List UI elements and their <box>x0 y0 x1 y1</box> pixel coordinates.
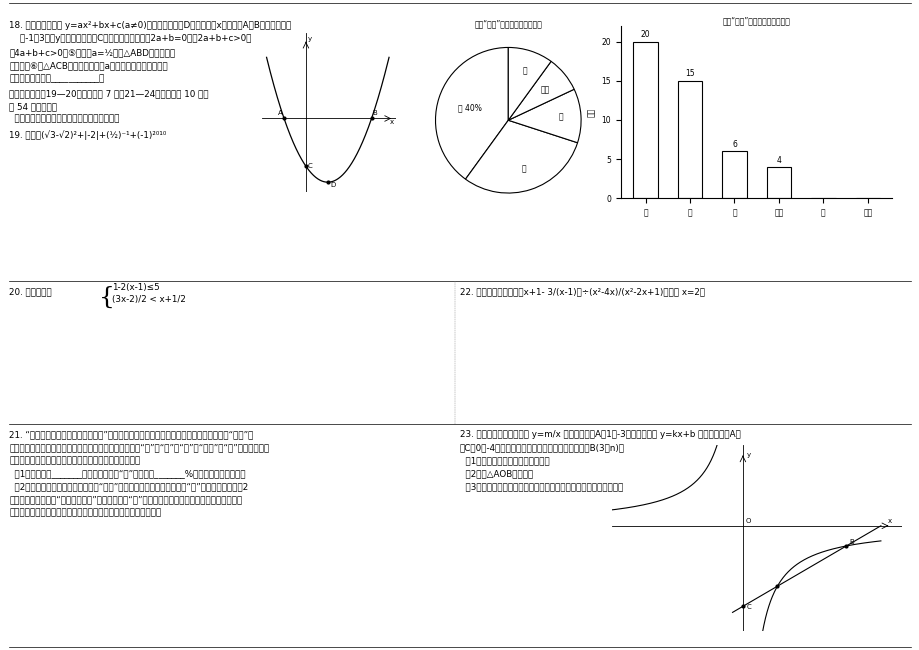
Y-axis label: 人数: 人数 <box>586 107 596 117</box>
Wedge shape <box>508 89 581 143</box>
Text: 6: 6 <box>732 140 736 149</box>
Text: 图的方法，求所选两位同学恰好是小明和小丽参加此讲座的概率。: 图的方法，求所选两位同学恰好是小明和小丽参加此讲座的概率。 <box>9 508 161 517</box>
Text: 15: 15 <box>685 70 694 79</box>
Title: 全班“创模”答卷成绩条形统计图: 全班“创模”答卷成绩条形统计图 <box>722 16 789 25</box>
Text: B: B <box>848 539 853 545</box>
Text: D: D <box>330 182 335 188</box>
Text: 及格: 及格 <box>539 86 549 95</box>
Text: 4a+b+c>0；⑤只有当a=½时，△ABD是等腰直角: 4a+b+c>0；⑤只有当a=½时，△ABD是等腰直角 <box>9 48 176 57</box>
Text: （3）直接写出反比例函数数小于一次函数数时自变量的取値范围。: （3）直接写出反比例函数数小于一次函数数时自变量的取値范围。 <box>460 482 623 491</box>
Bar <box>766 167 790 198</box>
Wedge shape <box>435 47 508 179</box>
Wedge shape <box>508 61 573 120</box>
Text: （1）试确定这两个函数的解析式；: （1）试确定这两个函数的解析式； <box>460 456 550 465</box>
Text: 共 54 分）解答时: 共 54 分）解答时 <box>9 103 57 112</box>
Text: 19. 计算：(√3-√2)²+|-2|+(½)⁻¹+(-1)²⁰¹⁰: 19. 计算：(√3-√2)²+|-2|+(½)⁻¹+(-1)²⁰¹⁰ <box>9 130 166 140</box>
Text: 21. “创建环保模范镇，共享绿色双桂”，双桂镇政府决定在中学某年级中随机流取某个班级“创模”知: 21. “创建环保模范镇，共享绿色双桂”，双桂镇政府决定在中学某年级中随机流取某… <box>9 430 254 439</box>
Text: x: x <box>390 119 394 125</box>
Text: 中: 中 <box>558 112 562 122</box>
Bar <box>721 151 746 198</box>
Text: （2）求△AOB的面积；: （2）求△AOB的面积； <box>460 469 533 478</box>
Text: x: x <box>887 518 891 524</box>
Text: B: B <box>372 111 377 116</box>
Text: 1-2(x-1)≤5: 1-2(x-1)≤5 <box>112 283 160 292</box>
Text: (3x-2)/2 < x+1/2: (3x-2)/2 < x+1/2 <box>112 295 186 304</box>
Text: 三、解答题：（19—20题，每小题 7 分，21—24题，每小题 10 分，: 三、解答题：（19—20题，每小题 7 分，21—24题，每小题 10 分， <box>9 90 209 99</box>
Text: 20: 20 <box>640 31 650 39</box>
Text: 点C（0，-4），且与反比例函数的图象相交于另一点B(3，n)。: 点C（0，-4），且与反比例函数的图象相交于另一点B(3，n)。 <box>460 443 624 452</box>
Text: 优 40%: 优 40% <box>458 103 482 112</box>
Title: 全班“创模”答卷成绩扇形统计图: 全班“创模”答卷成绩扇形统计图 <box>474 20 541 29</box>
Text: 三角形；⑥使△ACB为等腰三角形的a的値可以有三个。那么，: 三角形；⑥使△ACB为等腰三角形的a的値可以有三个。那么， <box>9 61 168 70</box>
Text: 20. 解不等式组: 20. 解不等式组 <box>9 287 51 296</box>
Text: y: y <box>745 452 750 458</box>
Text: 良: 良 <box>521 164 526 173</box>
Text: 4: 4 <box>776 155 780 164</box>
Text: {: { <box>99 286 115 309</box>
Text: （2）为了让更多的人了解和参与到“创模”活动中去，学校决定从成绩得“差”的所有同学中选折2: （2）为了让更多的人了解和参与到“创模”活动中去，学校决定从成绩得“差”的所有同… <box>9 482 248 491</box>
Wedge shape <box>508 47 550 120</box>
Text: 为-1、3，与y轴负半轴交于点C。下面四个结论：2a+b=0；2a+b+c>0；: 为-1、3，与y轴负半轴交于点C。下面四个结论：2a+b=0；2a+b+c>… <box>9 34 252 43</box>
Text: （1）该班共有_______人，其中成绩得“差”的人数占_______%。并补全条形统计图；: （1）该班共有_______人，其中成绩得“差”的人数占_______%。并补全… <box>9 469 245 478</box>
Text: 23. 如图，已知反比例函数 y=m/x 的图象经过点A（1，-3），一次函数 y=kx+b 的图象经过点A与: 23. 如图，已知反比例函数 y=m/x 的图象经过点A（1，-3），一次函数 … <box>460 430 740 439</box>
Text: 其中正确的结论是___________。: 其中正确的结论是___________。 <box>9 74 105 83</box>
Text: O: O <box>745 518 750 524</box>
Bar <box>677 81 701 198</box>
Text: 名，参加政府组织的“创模知识讲座”，其中成绩得“差”的同学中有小明和小丽。请用列表或面积状: 名，参加政府组织的“创模知识讲座”，其中成绩得“差”的同学中有小明和小丽。请用列… <box>9 495 243 504</box>
Text: y: y <box>307 36 312 42</box>
Text: A: A <box>278 111 282 116</box>
Text: 22. 先化简，再求値：（x+1- 3/(x-1)）÷(x²-4x)/(x²-2x+1)，其中 x=2；: 22. 先化简，再求値：（x+1- 3/(x-1)）÷(x²-4x)/(x²-2… <box>460 287 704 296</box>
Wedge shape <box>465 120 577 193</box>
Text: 小题必须给出必要的演算过程或者推理步骤。: 小题必须给出必要的演算过程或者推理步骤。 <box>9 114 119 124</box>
Text: C: C <box>307 163 312 169</box>
Text: 分析，并制作了两幅不完整的扇形统计图和条形统计图。: 分析，并制作了两幅不完整的扇形统计图和条形统计图。 <box>9 456 141 465</box>
Text: 18. 如图，二次函数 y=ax²+bx+c(a≠0)，图象的顶点为D，其图象与x轴的交点A、B的横坐标分别: 18. 如图，二次函数 y=ax²+bx+c(a≠0)，图象的顶点为D，其图象与… <box>9 21 291 30</box>
Text: 差: 差 <box>522 66 527 75</box>
Text: C: C <box>745 604 750 610</box>
Text: 识的了解情况进行问卷调查，然后根据该班级答卷成绩按“优”、“良”、“中”、“及格”、“差”五个等级进行: 识的了解情况进行问卷调查，然后根据该班级答卷成绩按“优”、“良”、“中”、“及格… <box>9 443 269 452</box>
Bar <box>632 42 657 198</box>
